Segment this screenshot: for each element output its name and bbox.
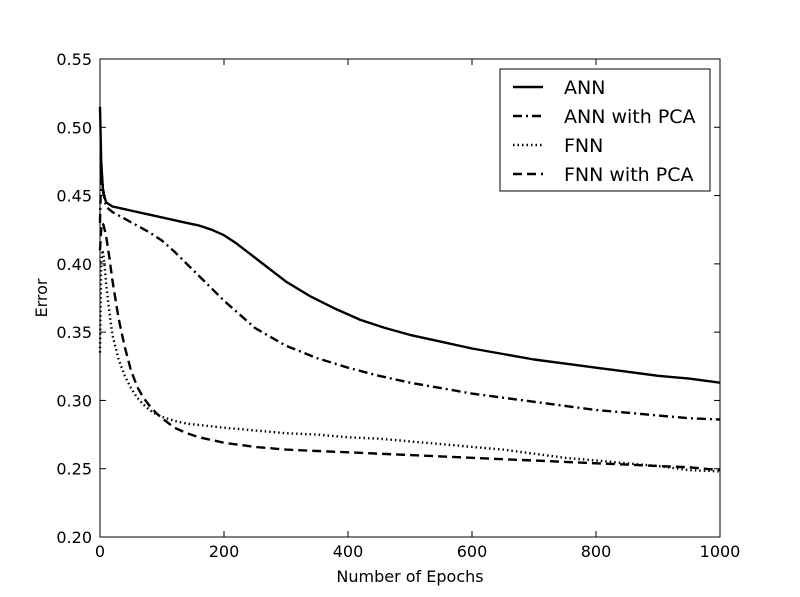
x-tick-label: 400 bbox=[333, 542, 364, 561]
tick-layer: 0 200 400 600 800 1000 0.20 0.25 0.30 0.35 0.40 0.4… bbox=[56, 50, 740, 561]
x-tick-label: 1000 bbox=[700, 542, 741, 561]
x-tick-label: 200 bbox=[209, 542, 240, 561]
legend-label-0: ANN bbox=[564, 77, 605, 99]
y-tick-label: 0.30 bbox=[56, 391, 92, 410]
series-line-2 bbox=[98, 248, 721, 473]
legend-label-1: ANN with PCA bbox=[564, 106, 696, 128]
legend: ANN ANN with PCA FNN FNN with PCA bbox=[499, 68, 711, 192]
series-line-1 bbox=[98, 167, 721, 421]
plot-frame bbox=[99, 58, 721, 538]
y-tick-label: 0.50 bbox=[56, 118, 92, 137]
series-line-0 bbox=[98, 106, 721, 384]
x-tick-label: 600 bbox=[457, 542, 488, 561]
x-axis-label: Number of Epochs bbox=[336, 567, 483, 586]
y-tick-label: 0.55 bbox=[56, 50, 92, 69]
legend-label-3: FNN with PCA bbox=[564, 164, 693, 186]
x-tick-label: 800 bbox=[581, 542, 612, 561]
y-tick-label: 0.35 bbox=[56, 323, 92, 342]
series-line-3 bbox=[98, 221, 721, 472]
series-layer bbox=[98, 106, 721, 473]
legend-box bbox=[499, 68, 711, 192]
y-axis-label: Error bbox=[32, 278, 51, 317]
y-tick-label: 0.20 bbox=[56, 528, 92, 547]
x-tick-label: 0 bbox=[95, 542, 105, 561]
y-tick-label: 0.25 bbox=[56, 460, 92, 479]
y-tick-label: 0.40 bbox=[56, 255, 92, 274]
legend-label-2: FNN bbox=[564, 135, 603, 157]
y-tick-label: 0.45 bbox=[56, 187, 92, 206]
